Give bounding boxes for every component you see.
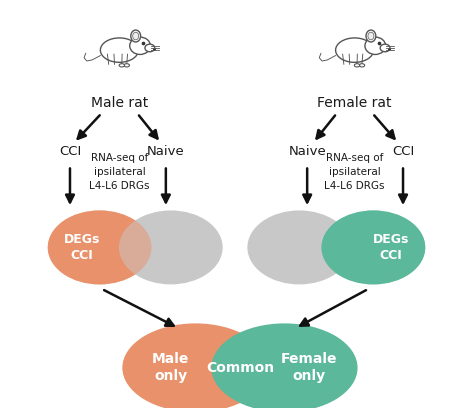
Ellipse shape bbox=[366, 30, 376, 42]
Ellipse shape bbox=[145, 44, 155, 52]
Text: RNA-seq of
ipsilateral
L4-L6 DRGs: RNA-seq of ipsilateral L4-L6 DRGs bbox=[89, 153, 150, 191]
Ellipse shape bbox=[48, 210, 152, 284]
Text: Female
only: Female only bbox=[281, 352, 337, 383]
Ellipse shape bbox=[355, 64, 360, 67]
Ellipse shape bbox=[247, 210, 351, 284]
Ellipse shape bbox=[380, 44, 390, 52]
Ellipse shape bbox=[119, 64, 125, 67]
Text: Male
only: Male only bbox=[152, 352, 190, 383]
Text: Naive: Naive bbox=[147, 145, 185, 158]
Ellipse shape bbox=[100, 38, 138, 62]
Ellipse shape bbox=[131, 30, 141, 42]
Text: DEGs
CCI: DEGs CCI bbox=[64, 233, 100, 262]
Ellipse shape bbox=[321, 210, 425, 284]
Ellipse shape bbox=[359, 64, 365, 67]
Text: Female rat: Female rat bbox=[318, 97, 392, 111]
Ellipse shape bbox=[336, 38, 374, 62]
Text: Common: Common bbox=[206, 361, 274, 375]
Ellipse shape bbox=[122, 323, 269, 411]
Text: Naive: Naive bbox=[288, 145, 326, 158]
Ellipse shape bbox=[130, 37, 150, 55]
Text: RNA-seq of
ipsilateral
L4-L6 DRGs: RNA-seq of ipsilateral L4-L6 DRGs bbox=[324, 153, 385, 191]
Ellipse shape bbox=[48, 210, 152, 284]
Text: CCI: CCI bbox=[59, 145, 81, 158]
Ellipse shape bbox=[365, 37, 385, 55]
Ellipse shape bbox=[119, 210, 223, 284]
Ellipse shape bbox=[133, 32, 139, 40]
Ellipse shape bbox=[211, 323, 357, 411]
Ellipse shape bbox=[321, 210, 425, 284]
Ellipse shape bbox=[368, 32, 374, 40]
Ellipse shape bbox=[124, 64, 129, 67]
Text: DEGs
CCI: DEGs CCI bbox=[373, 233, 410, 262]
Text: Male rat: Male rat bbox=[91, 97, 148, 111]
Text: CCI: CCI bbox=[392, 145, 414, 158]
